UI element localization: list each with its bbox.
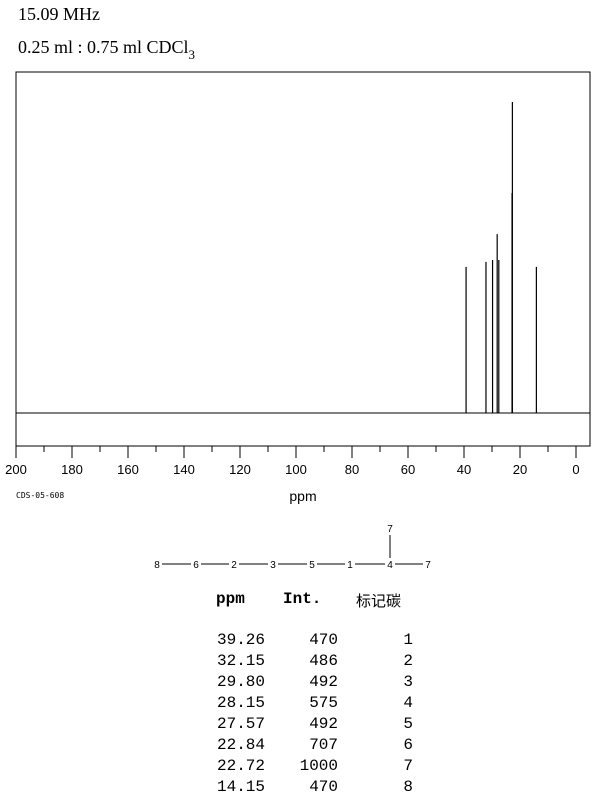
table-cell: 29.80 xyxy=(216,673,265,691)
table-cell: 22.84 xyxy=(216,736,265,754)
table-cell: 8 xyxy=(403,778,413,796)
header-ppm: ppm xyxy=(216,590,245,608)
x-axis-label: ppm xyxy=(289,488,316,504)
table-cell: 707 xyxy=(309,736,338,754)
atom-label-2: 2 xyxy=(231,560,237,571)
solvent-label: 0.25 ml : 0.75 ml CDCl3 xyxy=(18,37,195,65)
x-tick-label-0: 200 xyxy=(5,462,27,477)
table-cell: 470 xyxy=(309,631,338,649)
atom-label-1: 6 xyxy=(193,560,199,571)
table-cell: 27.57 xyxy=(216,715,265,733)
x-tick-label-5: 100 xyxy=(285,462,307,477)
table-cell: 14.15 xyxy=(216,778,265,796)
header-int: Int. xyxy=(283,590,322,608)
table-cell: 486 xyxy=(309,652,338,670)
table-cell: 6 xyxy=(403,736,413,754)
header-assignment: 标记碳 xyxy=(356,592,402,610)
branch-atom-label: 7 xyxy=(387,524,393,535)
ticks-group: 200 180 160 140 120 100 80 60 40 20 0 xyxy=(5,446,580,477)
atom-label-4: 5 xyxy=(309,560,315,571)
atom-label-3: 3 xyxy=(270,560,276,571)
table-cell: 1000 xyxy=(299,757,338,775)
table-cell: 28.15 xyxy=(216,694,265,712)
table-cell: 492 xyxy=(309,673,338,691)
atom-label-7: 7 xyxy=(425,560,431,571)
plot-frame xyxy=(15,71,591,447)
spectrometer-frequency: 15.09 MHz xyxy=(18,4,100,24)
table-cell: 22.72 xyxy=(216,757,265,775)
x-tick-label-4: 120 xyxy=(229,462,251,477)
table-cell: 4 xyxy=(403,694,413,712)
x-tick-label-8: 40 xyxy=(457,462,471,477)
table-cell: 1 xyxy=(403,631,413,649)
table-cell: 2 xyxy=(403,652,413,670)
table-cell: 5 xyxy=(403,715,413,733)
table-cell: 575 xyxy=(309,694,338,712)
structure-diagram: 8 6 2 3 5 1 4 7 7 xyxy=(154,524,431,571)
table-cell: 39.26 xyxy=(216,631,265,649)
atom-label-6: 4 xyxy=(387,560,393,571)
atom-label-5: 1 xyxy=(347,560,353,571)
table-cell: 7 xyxy=(403,757,413,775)
table-cell: 492 xyxy=(309,715,338,733)
x-tick-label-2: 160 xyxy=(117,462,139,477)
x-tick-label-9: 20 xyxy=(513,462,527,477)
x-tick-label-7: 60 xyxy=(401,462,415,477)
x-tick-label-10: 0 xyxy=(572,462,579,477)
peaks-group xyxy=(465,102,537,413)
solvent-main: 0.25 ml : 0.75 ml CDCl xyxy=(18,37,189,57)
solvent-subscript: 3 xyxy=(188,47,196,62)
table-cell: 3 xyxy=(403,673,413,691)
table-cell: 470 xyxy=(309,778,338,796)
x-tick-label-1: 180 xyxy=(61,462,83,477)
x-tick-label-6: 80 xyxy=(345,462,359,477)
catalog-code: CDS-05-608 xyxy=(16,491,65,500)
x-tick-label-3: 140 xyxy=(173,462,195,477)
table-cell: 32.15 xyxy=(216,652,265,670)
atom-label-0: 8 xyxy=(154,560,160,571)
